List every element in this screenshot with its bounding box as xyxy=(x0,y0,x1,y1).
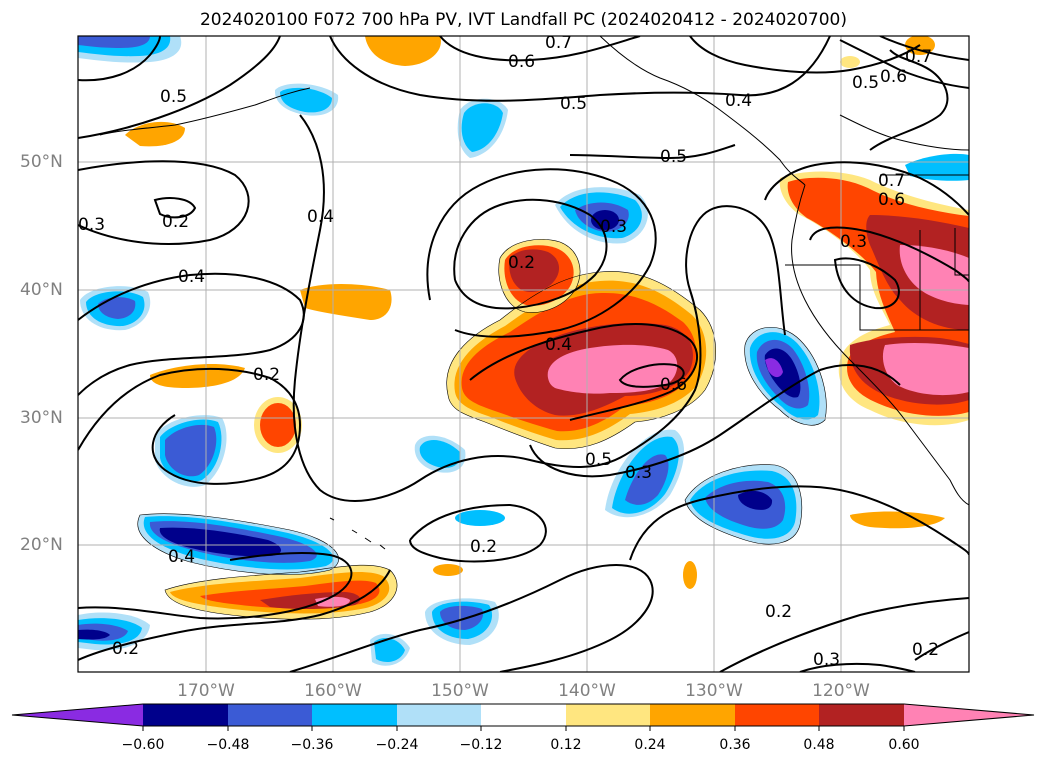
colorbar-extend-right xyxy=(904,704,1034,726)
contour-label: 0.5 xyxy=(852,73,879,93)
contour-label: 0.5 xyxy=(585,450,612,470)
gridlines xyxy=(78,36,969,672)
colorbar-label: 0.48 xyxy=(803,737,835,753)
lon-label: 120°W xyxy=(812,681,870,701)
colorbar-segment xyxy=(566,704,650,726)
contour-label: 0.4 xyxy=(178,267,205,287)
colorbar-label: −0.24 xyxy=(375,737,419,753)
lat-label: 20°N xyxy=(20,535,63,555)
colorbar-extend-left xyxy=(12,704,143,726)
lat-label: 40°N xyxy=(20,280,63,300)
contour-label: 0.6 xyxy=(880,67,907,87)
colorbar-segment xyxy=(481,704,566,726)
contour-label: 0.3 xyxy=(625,463,652,483)
contour-label: 0.3 xyxy=(840,232,867,252)
colorbar-segment xyxy=(819,704,904,726)
colorbar-segment xyxy=(735,704,819,726)
colorbar-label: 0.12 xyxy=(550,737,582,753)
colorbar-label: −0.36 xyxy=(290,737,334,753)
contour-label: 0.5 xyxy=(160,87,187,107)
contour-label: 0.2 xyxy=(508,253,535,273)
contour-label: 0.2 xyxy=(912,640,939,660)
contour-label: 0.4 xyxy=(725,91,752,111)
lon-label: 150°W xyxy=(431,681,489,701)
colorbar-segment xyxy=(312,704,397,726)
colorbar-segment xyxy=(143,704,228,726)
colorbar-label: −0.12 xyxy=(459,737,503,753)
lon-label: 170°W xyxy=(177,681,235,701)
lat-label: 50°N xyxy=(20,152,63,172)
coastlines xyxy=(99,36,969,550)
contour-labels: 0.7 0.6 0.5 0.5 0.4 0.5 0.7 0.6 0.5 0.3 … xyxy=(78,33,939,670)
contour-label: 0.7 xyxy=(905,47,932,67)
contour-label: 0.2 xyxy=(112,639,139,659)
colorbar-label: 0.60 xyxy=(888,737,920,753)
contour-label: 0.2 xyxy=(470,537,497,557)
colorbar xyxy=(11,703,1035,731)
colorbar-label: 0.24 xyxy=(634,737,666,753)
shaded-regions xyxy=(78,36,969,666)
colorbar-segment xyxy=(228,704,312,726)
colorbar-label: 0.36 xyxy=(719,737,751,753)
contour-label: 0.2 xyxy=(765,602,792,622)
colorbar-segment xyxy=(650,704,735,726)
contour-label: 0.6 xyxy=(660,375,687,395)
contour-label: 0.5 xyxy=(560,94,587,114)
map-frame xyxy=(77,35,970,673)
contour-label: 0.7 xyxy=(545,33,572,53)
contour-label: 0.2 xyxy=(253,365,280,385)
lon-label: 130°W xyxy=(685,681,743,701)
contour-label: 0.7 xyxy=(878,171,905,191)
lon-label: 140°W xyxy=(558,681,616,701)
lon-label: 160°W xyxy=(304,681,362,701)
contour-label: 0.4 xyxy=(307,207,334,227)
map-panel xyxy=(77,35,970,673)
map-title: 2024020100 F072 700 hPa PV, IVT Landfall… xyxy=(199,10,847,30)
contour-label: 0.4 xyxy=(545,335,572,355)
contour-label: 0.5 xyxy=(660,147,687,167)
colorbar-segment xyxy=(397,704,481,726)
colorbar-label: −0.60 xyxy=(121,737,165,753)
contour-label: 0.3 xyxy=(78,215,105,235)
contour-label: 0.3 xyxy=(813,650,840,670)
contour-label: 0.2 xyxy=(162,212,189,232)
contour-label: 0.4 xyxy=(168,547,195,567)
contour-label: 0.6 xyxy=(508,52,535,72)
contour-label: 0.6 xyxy=(878,190,905,210)
colorbar-label: −0.48 xyxy=(206,737,250,753)
pv-contours xyxy=(78,36,969,672)
lat-label: 30°N xyxy=(20,408,63,428)
contour-label: 0.3 xyxy=(600,217,627,237)
